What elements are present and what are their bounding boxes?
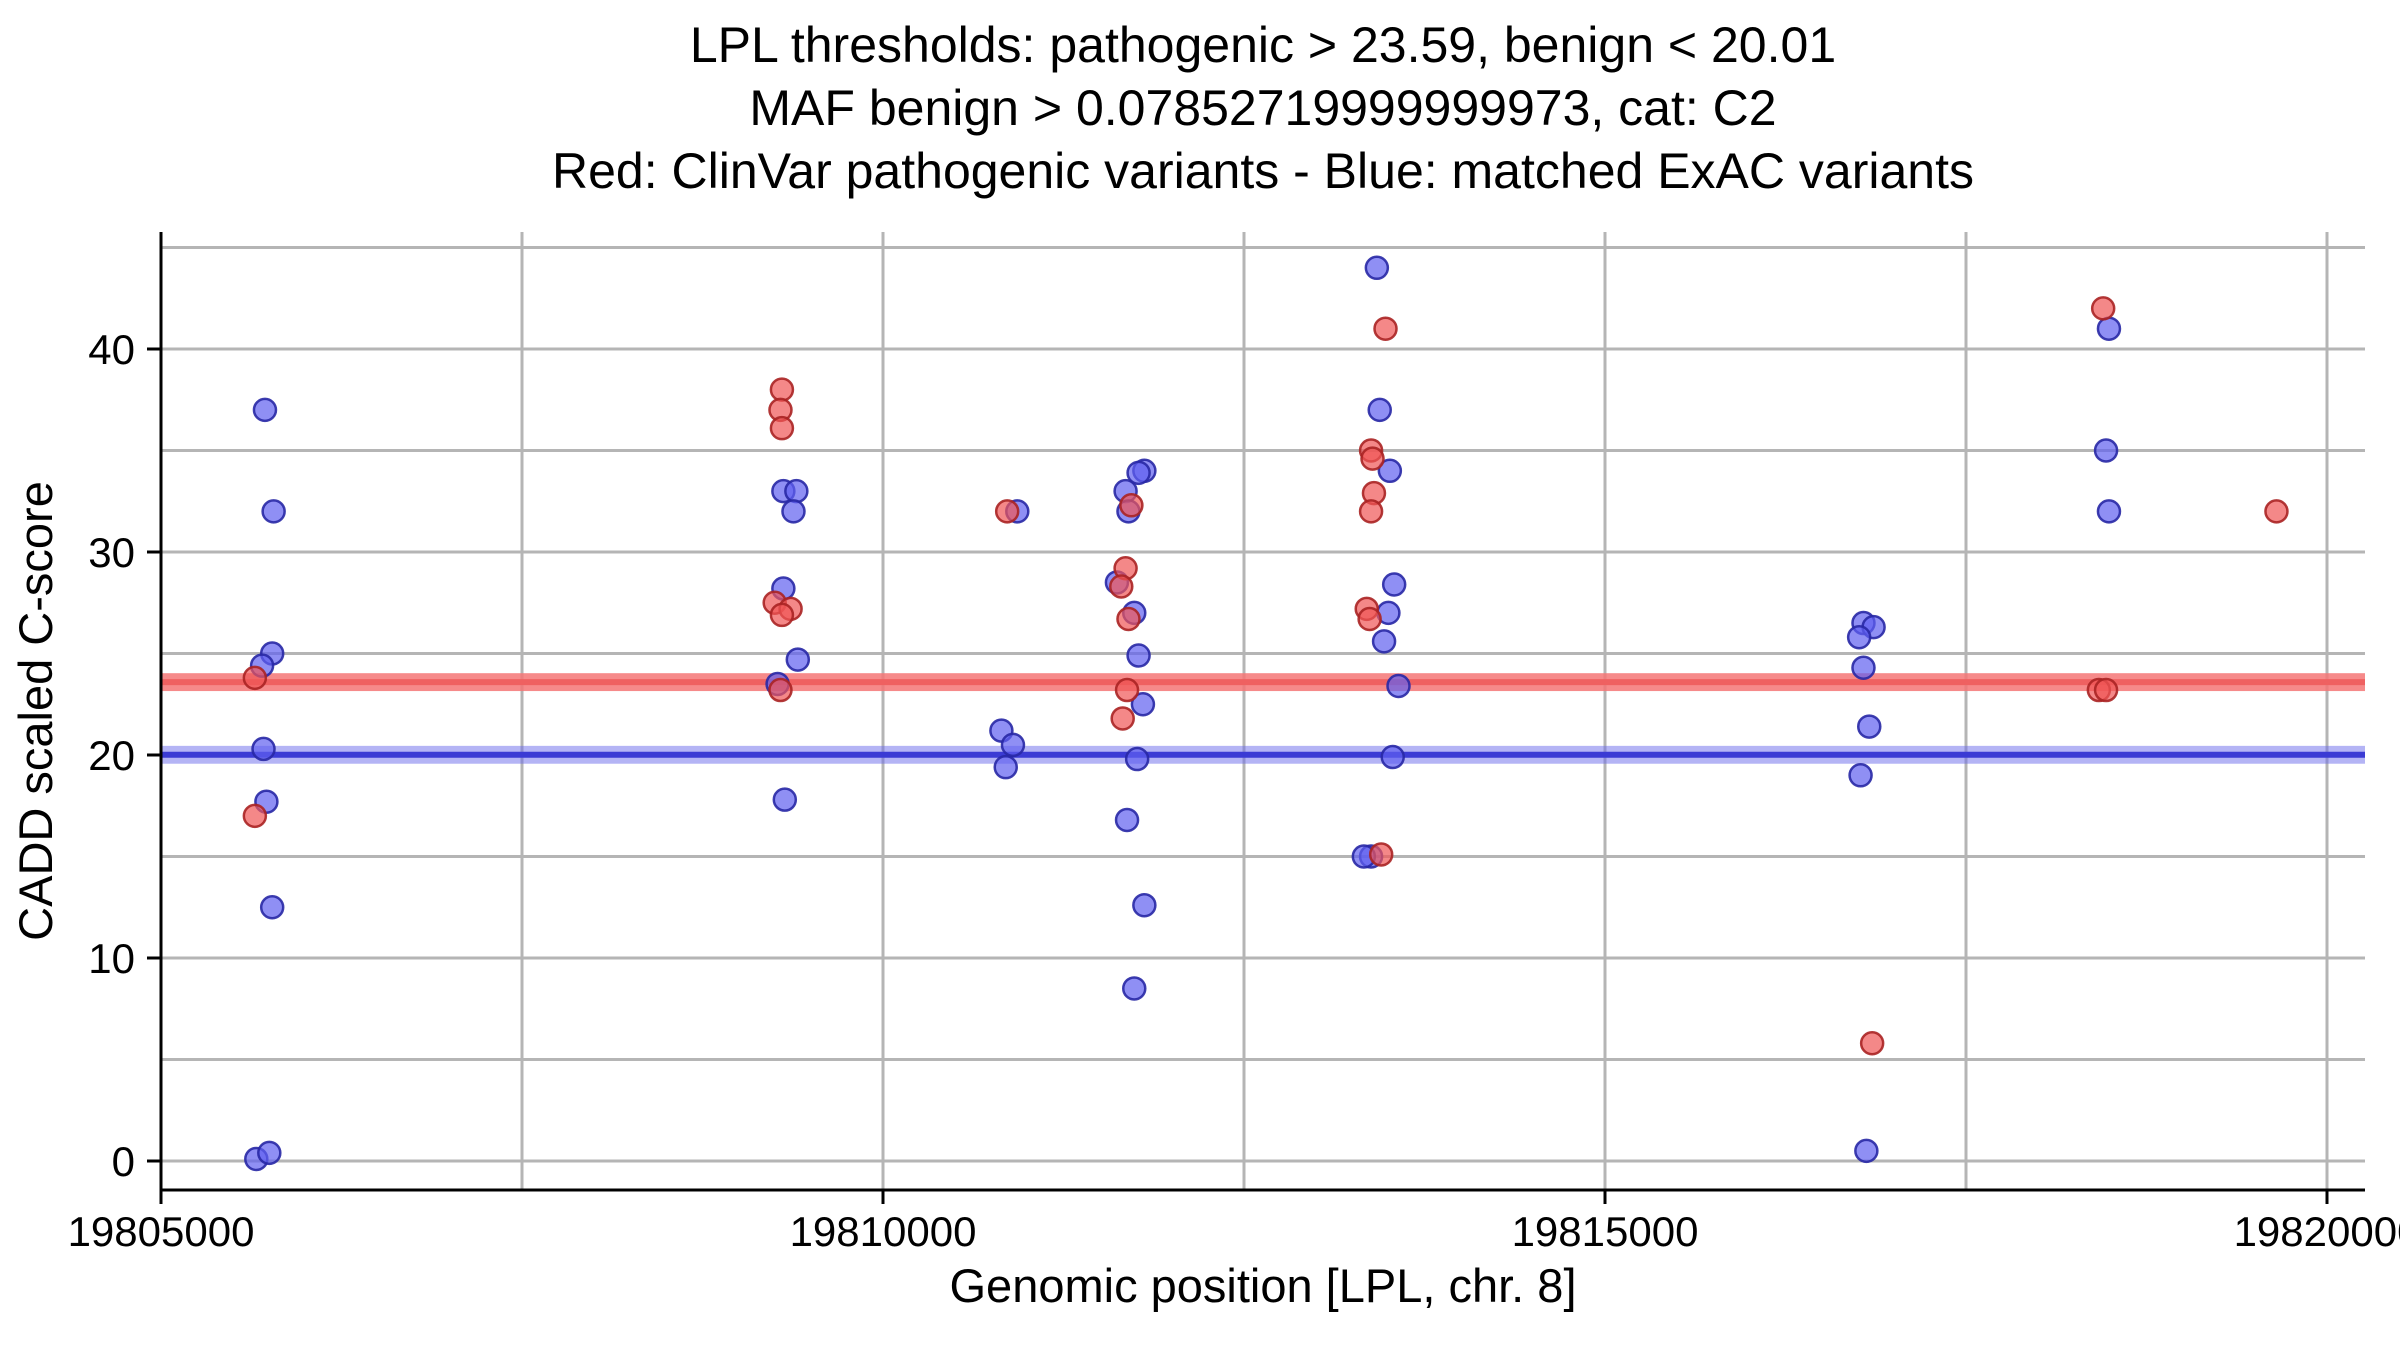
clinvar-pathogenic-point <box>1360 446 1385 471</box>
exac-matched-point <box>1124 746 1150 772</box>
exac-matched-point <box>1854 1138 1879 1164</box>
exac-matched-point <box>259 895 285 920</box>
clinvar-pathogenic-point <box>769 602 795 628</box>
plot-title-block: LPL thresholds: pathogenic > 23.59, beni… <box>161 14 2365 203</box>
exac-matched-point <box>261 499 286 524</box>
clinvar-pathogenic-point <box>1109 574 1134 599</box>
exac-matched-point <box>1377 458 1403 484</box>
exac-matched-point <box>1122 976 1147 1001</box>
x-tick-label: 19805000 <box>68 1208 255 1255</box>
plot-title-line2: MAF benign > 0.07852719999999973, cat: C… <box>749 80 1777 136</box>
exac-matched-point <box>252 397 278 423</box>
clinvar-pathogenic-point <box>2090 296 2116 321</box>
clinvar-pathogenic-point <box>2093 677 2119 703</box>
exac-matched-point <box>1364 255 1390 281</box>
exac-matched-point <box>251 736 276 762</box>
clinvar-pathogenic-point <box>2264 499 2289 524</box>
exac-matched-point <box>1848 763 1873 788</box>
clinvar-pathogenic-point <box>242 803 268 829</box>
plot-title-line1: LPL thresholds: pathogenic > 23.59, beni… <box>689 17 1837 73</box>
exac-matched-point <box>2096 499 2122 524</box>
clinvar-pathogenic-point <box>769 377 795 402</box>
y-tick-label: 30 <box>88 529 135 576</box>
clinvar-pathogenic-point <box>1119 493 1144 518</box>
x-tick-label: 19815000 <box>1512 1208 1699 1255</box>
exac-matched-point <box>1857 714 1882 739</box>
clinvar-pathogenic-point <box>1116 606 1141 632</box>
clinvar-pathogenic-point <box>1358 499 1384 524</box>
y-tick-label: 40 <box>88 326 135 373</box>
exac-matched-point <box>781 499 806 524</box>
clinvar-pathogenic-point <box>242 665 268 691</box>
exac-matched-point <box>1386 673 1411 699</box>
exac-matched-point <box>1000 732 1026 758</box>
clinvar-pathogenic-point <box>1114 677 1140 703</box>
exac-matched-point <box>257 1140 282 1166</box>
y-tick-label: 0 <box>112 1138 135 1185</box>
x-tick-label: 19810000 <box>790 1208 977 1255</box>
clinvar-pathogenic-point <box>1110 706 1135 731</box>
clinvar-pathogenic-point <box>1373 316 1398 341</box>
exac-matched-point <box>1126 460 1151 486</box>
exac-matched-point <box>1846 625 1872 650</box>
clinvar-pathogenic-point <box>1859 1031 1885 1056</box>
exac-matched-point <box>772 787 798 812</box>
y-tick-label: 20 <box>88 732 135 779</box>
exac-matched-point <box>1381 572 1407 597</box>
exac-matched-point <box>1130 692 1156 717</box>
exac-matched-point <box>784 478 809 504</box>
plot-title-line3: Red: ClinVar pathogenic variants - Blue:… <box>552 143 1974 199</box>
clinvar-pathogenic-point <box>768 677 793 703</box>
y-axis-title: CADD scaled C-score <box>9 481 62 941</box>
exac-matched-point <box>1126 643 1151 668</box>
clinvar-pathogenic-point <box>769 415 795 441</box>
exac-matched-point <box>1380 744 1405 770</box>
exac-matched-point <box>785 647 811 672</box>
exac-matched-point <box>1851 655 1876 680</box>
clinvar-pathogenic-point <box>994 499 1020 524</box>
exac-matched-point <box>1367 397 1392 423</box>
exac-matched-point <box>1114 807 1140 833</box>
clinvar-pathogenic-point <box>1368 842 1394 867</box>
x-axis-title: Genomic position [LPL, chr. 8] <box>950 1259 1577 1312</box>
clinvar-pathogenic-point <box>1357 606 1382 632</box>
exac-matched-point <box>993 754 1018 780</box>
y-tick-label: 10 <box>88 935 135 982</box>
exac-matched-point <box>1371 629 1397 654</box>
exac-matched-point <box>1132 892 1157 918</box>
exac-matched-point <box>2093 438 2119 463</box>
exac-matched-point <box>2096 316 2122 341</box>
